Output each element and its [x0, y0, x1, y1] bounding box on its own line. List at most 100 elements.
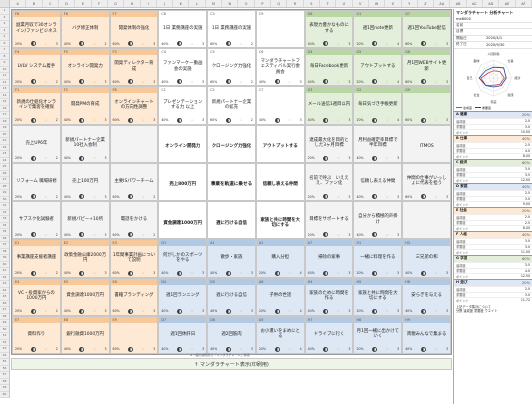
row-header[interactable]: 5: [0, 34, 9, 41]
rating-star-icon[interactable]: ☆: [93, 232, 96, 237]
goal-cell[interactable]: 新規パートナー企業10社入会制 40% ☆ 3: [60, 124, 110, 163]
rating-star-icon[interactable]: ☆: [434, 118, 438, 123]
rating-star-icon[interactable]: ☆: [336, 271, 340, 276]
row-header[interactable]: 37: [0, 242, 9, 249]
goal-cell[interactable]: E7 資料作り 20% ☆ 2: [12, 315, 61, 354]
column-header[interactable]: N: [222, 0, 239, 7]
goal-cell[interactable]: A2 購入分担 20% ☆ 4: [255, 239, 305, 278]
goal-cell[interactable]: G4 毎日Facebook更新 40% ☆ 3: [304, 48, 354, 87]
goal-cell[interactable]: H8 月1回一緒に出かけていく 20% ☆ 3: [353, 315, 403, 354]
column-header[interactable]: AC: [467, 0, 484, 7]
rating-star-icon[interactable]: ☆: [288, 347, 292, 352]
core-goal-cell[interactable]: アウトプットする: [255, 124, 305, 163]
rating-star-icon[interactable]: ☆: [44, 309, 48, 314]
goal-cell[interactable]: A7 掃除の家事 40% ☆ 3: [304, 239, 354, 278]
goal-cell[interactable]: 新規パピー+10所 40% ☆ 3: [60, 201, 110, 240]
row-header[interactable]: 52: [0, 340, 9, 346]
goal-cell[interactable]: H6 安らぎを与える 40% ☆ 3: [402, 277, 451, 316]
rating-star-icon[interactable]: ☆: [434, 271, 438, 276]
goal-cell[interactable]: 目標をサポートする 20% ☆ 3: [304, 201, 354, 240]
rating-star-icon[interactable]: ☆: [385, 156, 389, 161]
row-header[interactable]: 45: [0, 294, 9, 301]
goal-cell[interactable]: C5 クロージング力強化 60% ☆ 2: [207, 48, 256, 87]
goal-cell[interactable]: 仲間の仕事がいっしょに代表を担う 60% ☆ 3: [402, 162, 451, 202]
goal-cell[interactable]: F1 新規の仕組化オンラインで集客を確保 20% ☆ 2: [12, 86, 61, 125]
row-header[interactable]: 23: [0, 151, 9, 158]
rating-star-icon[interactable]: ☆: [434, 347, 438, 352]
rating-star-icon[interactable]: ☆: [44, 271, 48, 276]
goal-cell[interactable]: E9 60% ☆ 3: [109, 315, 159, 354]
goal-cell[interactable]: G3 メール送信1週目以内 40% ☆ 3: [304, 86, 354, 125]
column-header[interactable]: Z: [418, 0, 435, 7]
rating-star-icon[interactable]: ☆: [44, 156, 48, 161]
panel-field[interactable]: 目標: [454, 29, 532, 36]
row-header[interactable]: 31: [0, 203, 9, 210]
rating-star-icon[interactable]: ☆: [239, 41, 243, 46]
goal-cell[interactable]: G1 週1回note更新 20% ☆ 4: [353, 10, 403, 49]
column-header[interactable]: AE: [499, 0, 516, 7]
goal-cell[interactable]: C1 プレゼンテーションする力 以上 40% ☆ 3: [158, 86, 208, 125]
rating-star-icon[interactable]: ☆: [336, 41, 340, 46]
rating-star-icon[interactable]: ☆: [385, 232, 389, 237]
row-header[interactable]: 21: [0, 138, 9, 145]
row-header[interactable]: 29: [0, 190, 9, 197]
column-header[interactable]: F: [92, 0, 108, 7]
rating-star-icon[interactable]: ☆: [336, 118, 340, 123]
goal-cell[interactable]: F6 バグ修正体制 40% ☆ 2: [60, 10, 110, 49]
goal-cell[interactable]: リフォーム 職場研修 20% ☆ 2: [12, 162, 61, 202]
goal-cell[interactable]: A8 子供の世話 20% ☆ 4: [255, 277, 305, 316]
row-header[interactable]: 38: [0, 249, 9, 255]
row-header[interactable]: 40: [0, 262, 9, 268]
row-header[interactable]: 50: [0, 327, 9, 333]
column-header[interactable]: P: [255, 0, 271, 7]
rating-star-icon[interactable]: ☆: [93, 79, 96, 84]
row-header[interactable]: 16: [0, 106, 9, 112]
rating-star-icon[interactable]: ☆: [385, 309, 389, 314]
rating-star-icon[interactable]: ☆: [190, 271, 194, 276]
goal-cell[interactable]: 名前で呼ぶ いえええ、ファン化 20% ☆ 3: [304, 162, 354, 202]
column-header[interactable]: V: [353, 0, 369, 7]
rating-star-icon[interactable]: ☆: [93, 271, 96, 276]
rating-star-icon[interactable]: ☆: [385, 194, 389, 199]
rating-star-icon[interactable]: ☆: [434, 79, 438, 84]
row-header[interactable]: 48: [0, 314, 9, 320]
goal-cell[interactable]: 電話をかける 60% ☆ 2: [109, 201, 159, 240]
rating-star-icon[interactable]: ☆: [336, 194, 340, 199]
row-header[interactable]: 28: [0, 184, 9, 190]
goal-cell[interactable]: E8 銀行融資1000万円 40% ☆ 3: [60, 315, 110, 354]
row-header[interactable]: 26: [0, 171, 9, 177]
goal-cell[interactable]: G2 毎日気づき手帳更新 20% ☆ 4: [353, 86, 403, 125]
row-header[interactable]: 41: [0, 268, 9, 275]
core-goal-cell[interactable]: 週に行ける自信: [207, 201, 256, 240]
row-header[interactable]: 59: [0, 385, 9, 392]
core-goal-cell[interactable]: 家族と共に時間を大切にする: [255, 201, 305, 240]
row-header[interactable]: 60: [0, 392, 9, 398]
rating-star-icon[interactable]: ☆: [190, 118, 194, 123]
goal-cell[interactable]: A1 散歩・家族 40% ☆ 3: [207, 239, 256, 278]
goal-cell[interactable]: E3 1年間事業計画について説明 60% ☆ 3: [109, 239, 159, 278]
row-header[interactable]: 13: [0, 86, 9, 93]
rating-star-icon[interactable]: ☆: [239, 309, 243, 314]
goal-cell[interactable]: H4 家族のために時間を作る 40% ☆ 3: [304, 277, 354, 316]
column-header[interactable]: C: [43, 0, 59, 7]
goal-cell[interactable]: A5 お小遣いをまめにとる 20% ☆ 4: [255, 315, 305, 354]
rating-star-icon[interactable]: ☆: [44, 232, 48, 237]
row-header[interactable]: 42: [0, 275, 9, 281]
rating-star-icon[interactable]: ☆: [385, 79, 389, 84]
rating-star-icon[interactable]: ☆: [141, 41, 145, 46]
goal-cell[interactable]: G8 表現力豊かなものにする 40% ☆ 3: [304, 10, 354, 49]
goal-cell[interactable]: ITMOS: [402, 124, 451, 163]
rating-star-icon[interactable]: ☆: [385, 347, 389, 352]
column-header[interactable]: AB: [450, 0, 467, 7]
goal-cell[interactable]: サブスク化試験者 20% ☆ 2: [12, 201, 61, 240]
core-goal-cell[interactable]: 売上800万円: [158, 162, 208, 202]
row-header[interactable]: 6: [0, 41, 9, 47]
print-view-button[interactable]: ↑ マンダラチャート表示(印刷用): [11, 358, 452, 370]
rating-star-icon[interactable]: ☆: [385, 118, 389, 123]
goal-cell[interactable]: C9: [255, 10, 305, 49]
row-header[interactable]: 36: [0, 236, 9, 242]
column-header[interactable]: O: [238, 0, 255, 7]
rating-star-icon[interactable]: ☆: [141, 79, 145, 84]
rating-star-icon[interactable]: ☆: [44, 118, 48, 123]
rating-star-icon[interactable]: ☆: [190, 347, 194, 352]
